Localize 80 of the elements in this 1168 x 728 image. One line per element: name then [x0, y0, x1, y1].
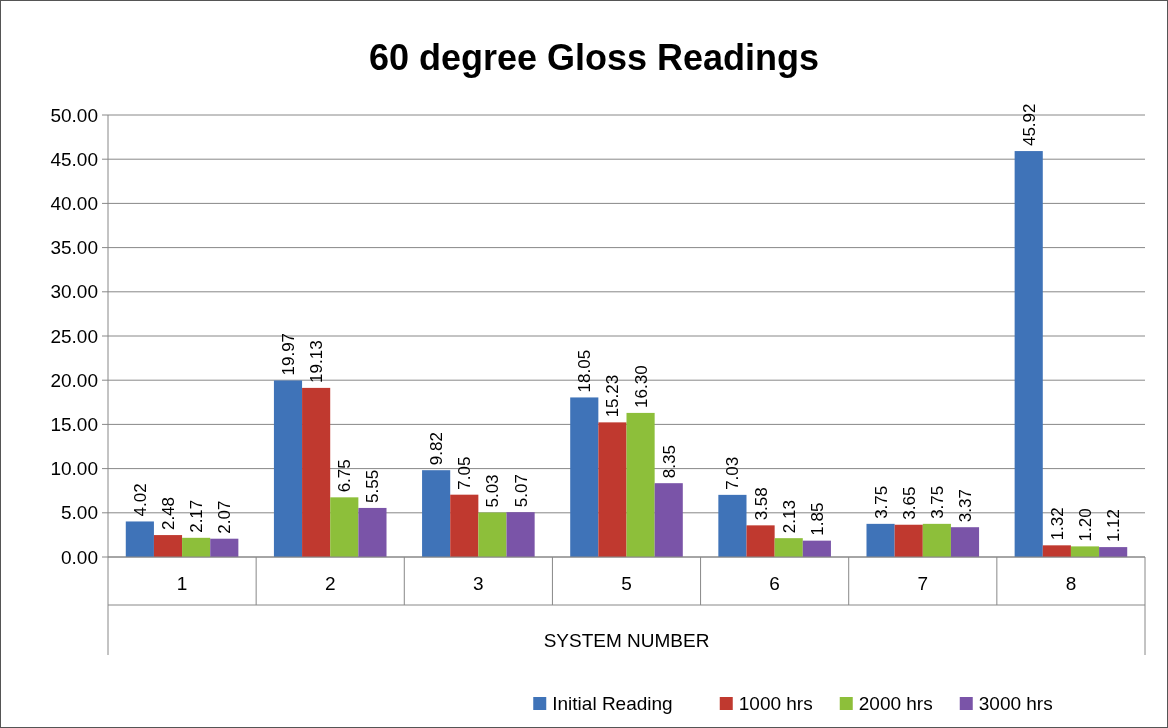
data-label: 19.13 [307, 340, 327, 383]
data-label: 5.55 [363, 469, 383, 503]
bar [1099, 547, 1128, 557]
data-label: 45.92 [1019, 103, 1039, 147]
data-label: 1.20 [1076, 508, 1095, 542]
x-tick-label: 2 [324, 573, 336, 594]
data-label: 3.65 [899, 486, 919, 520]
bar [302, 387, 331, 557]
data-label: 2.17 [187, 499, 207, 533]
y-tick-label: 30.00 [50, 281, 98, 303]
x-tick-label: 6 [769, 573, 780, 594]
bar [598, 422, 627, 557]
data-label: 2.13 [779, 500, 799, 534]
bar [210, 538, 239, 557]
y-tick-label: 50.00 [50, 104, 98, 126]
bar [746, 525, 775, 557]
data-label: 2.07 [215, 500, 235, 534]
bar [330, 497, 359, 557]
data-label: 3.37 [956, 489, 976, 523]
bar [358, 507, 387, 557]
bar [1042, 545, 1071, 557]
y-tick-label: 5.00 [61, 502, 98, 524]
bar [774, 538, 803, 557]
y-tick-label: 0.00 [61, 546, 98, 568]
x-axis-title: SYSTEM NUMBER [543, 630, 710, 651]
bar [654, 483, 683, 557]
data-label: 7.03 [723, 456, 743, 490]
data-label: 1.12 [1104, 509, 1124, 543]
data-label: 18.05 [575, 349, 595, 393]
bar [570, 397, 599, 557]
y-tick-label: 25.00 [50, 325, 98, 347]
x-tick-label: 8 [1065, 573, 1077, 594]
data-label: 1.85 [807, 502, 827, 536]
data-label: 3.75 [927, 485, 947, 519]
data-label: 16.30 [631, 365, 651, 408]
data-label: 4.02 [130, 483, 150, 517]
x-tick-label: 5 [621, 573, 632, 594]
bar [922, 523, 951, 557]
data-label: 6.75 [335, 459, 355, 493]
data-label: 2.48 [159, 496, 178, 531]
bar [950, 527, 980, 557]
bar [450, 494, 479, 557]
data-label: 19.97 [278, 332, 298, 376]
bar [718, 494, 747, 557]
legend-label: Initial Reading [552, 693, 673, 714]
bar [894, 524, 923, 557]
bar [1070, 546, 1100, 557]
bar [478, 512, 507, 557]
x-tick-label: 1 [176, 573, 188, 594]
bar [1014, 151, 1043, 557]
y-tick-label: 45.00 [50, 148, 98, 170]
legend-label: 1000 hrs [738, 693, 813, 714]
data-label: 15.23 [603, 374, 623, 418]
data-label: 1.32 [1047, 507, 1067, 541]
data-label: 5.03 [483, 474, 503, 508]
bar [802, 540, 831, 557]
y-tick-label: 15.00 [50, 414, 98, 436]
y-tick-label: 35.00 [50, 237, 98, 259]
data-label: 3.75 [871, 485, 891, 519]
bar [125, 521, 154, 557]
bar [626, 412, 655, 557]
y-tick-label: 10.00 [50, 458, 98, 480]
x-tick-label: 3 [473, 573, 484, 594]
legend-label: 2000 hrs [858, 693, 933, 714]
chart-title: 60 degree Gloss Readings [368, 37, 820, 78]
bar [506, 512, 535, 557]
x-tick-label: 7 [917, 573, 929, 594]
data-label: 3.58 [751, 487, 771, 521]
y-tick-label: 40.00 [50, 193, 98, 215]
bar [866, 523, 895, 557]
bar [153, 535, 183, 557]
bar [273, 380, 303, 557]
bar [182, 537, 211, 557]
legend-label: 3000 hrs [978, 693, 1053, 714]
bar [422, 470, 451, 557]
data-label: 5.07 [511, 474, 531, 508]
data-label: 7.05 [455, 456, 475, 490]
y-tick-label: 20.00 [50, 369, 98, 391]
data-label: 9.82 [427, 432, 447, 466]
data-label: 8.35 [659, 445, 679, 479]
